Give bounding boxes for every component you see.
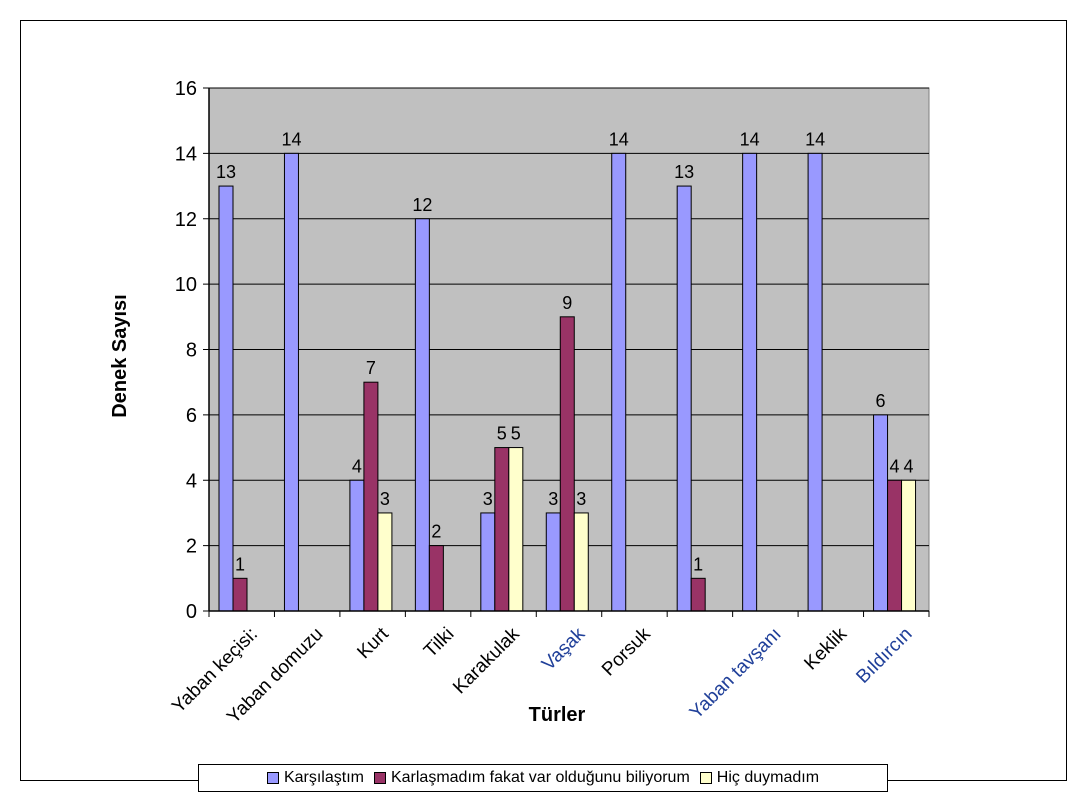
- category-label: Porsuk: [598, 623, 655, 680]
- data-label: 3: [380, 489, 390, 509]
- legend-item: Karşılaştım: [266, 769, 364, 787]
- y-tick-label: 4: [186, 470, 197, 492]
- category-label: Karakulak: [449, 623, 524, 698]
- legend-label: Karlaşmadım fakat var olduğunu biliyorum: [390, 769, 690, 786]
- data-label: 14: [609, 129, 629, 149]
- bar: [887, 479, 903, 612]
- chart-frame: 0 2 4 6 8 10 12 14 16 13 1 Yaban keçisi: 14 Yaban dom…: [20, 20, 1067, 781]
- x-axis-title: Türler: [529, 704, 586, 726]
- bar: [676, 185, 692, 612]
- bar: [873, 414, 889, 612]
- legend-swatch: [699, 772, 712, 784]
- data-label: 12: [412, 195, 432, 215]
- data-label: 3: [548, 489, 558, 509]
- y-tick-label: 0: [186, 601, 197, 623]
- bar: [807, 152, 823, 612]
- y-tick-label: 2: [186, 536, 197, 558]
- bar: [508, 447, 524, 612]
- legend: Karşılaştım Karlaşmadım fakat var olduğun…: [198, 764, 888, 792]
- legend-label: Hiç duymadım: [716, 769, 820, 786]
- y-axis-title: Denek Sayısı: [109, 294, 131, 417]
- bar: [414, 218, 430, 612]
- bar: [611, 152, 627, 612]
- legend-item: Hiç duymadım: [699, 769, 820, 787]
- data-label: 6: [876, 391, 886, 411]
- legend-item: Karlaşmadım fakat var olduğunu biliyorum: [373, 769, 690, 787]
- data-label: 13: [674, 162, 694, 182]
- data-label: 1: [693, 554, 703, 574]
- y-tick-label: 6: [186, 405, 197, 427]
- category-label: Yaban tavşanı: [686, 624, 786, 724]
- category-label: Keklik: [800, 623, 851, 674]
- data-label: 14: [805, 129, 825, 149]
- data-label: 5: [497, 424, 507, 444]
- bar: [363, 381, 379, 612]
- bar: [428, 545, 444, 612]
- data-label: 4: [904, 456, 914, 476]
- bar: [349, 479, 365, 612]
- data-label: 9: [562, 293, 572, 313]
- y-tick-label: 14: [175, 143, 197, 165]
- bar: [573, 512, 589, 612]
- bar: [545, 512, 561, 612]
- bars: [218, 152, 917, 612]
- bar: [283, 152, 299, 612]
- y-tick-label: 10: [175, 274, 197, 296]
- legend-swatch: [266, 772, 279, 784]
- data-label: 4: [890, 456, 900, 476]
- legend-label: Karşılaştım: [283, 769, 364, 786]
- bar: [377, 512, 393, 612]
- bar: [480, 512, 496, 612]
- bar: [218, 185, 234, 612]
- data-label: 1: [235, 554, 245, 574]
- y-tick-label: 12: [175, 209, 197, 231]
- data-label: 4: [352, 456, 362, 476]
- category-label: Tilki: [420, 624, 458, 662]
- data-label: 13: [216, 162, 236, 182]
- data-label: 3: [483, 489, 493, 509]
- y-tick-label: 16: [175, 78, 197, 100]
- axes: [203, 87, 930, 617]
- category-label: Bıldırcın: [852, 624, 916, 688]
- bar: [742, 152, 758, 612]
- data-label: 14: [740, 129, 760, 149]
- category-label: Kurt: [353, 623, 393, 663]
- bar: [901, 479, 917, 612]
- y-tick-label: 8: [186, 340, 197, 362]
- bar: [232, 577, 248, 612]
- data-label: 14: [281, 129, 301, 149]
- bar: [690, 577, 706, 612]
- data-label: 3: [576, 489, 586, 509]
- bar: [494, 447, 510, 612]
- data-label: 7: [366, 358, 376, 378]
- category-label: Vaşak: [538, 623, 590, 675]
- bar: [559, 316, 575, 612]
- data-label: 5: [511, 424, 521, 444]
- data-label: 2: [431, 522, 441, 542]
- legend-swatch: [373, 772, 386, 784]
